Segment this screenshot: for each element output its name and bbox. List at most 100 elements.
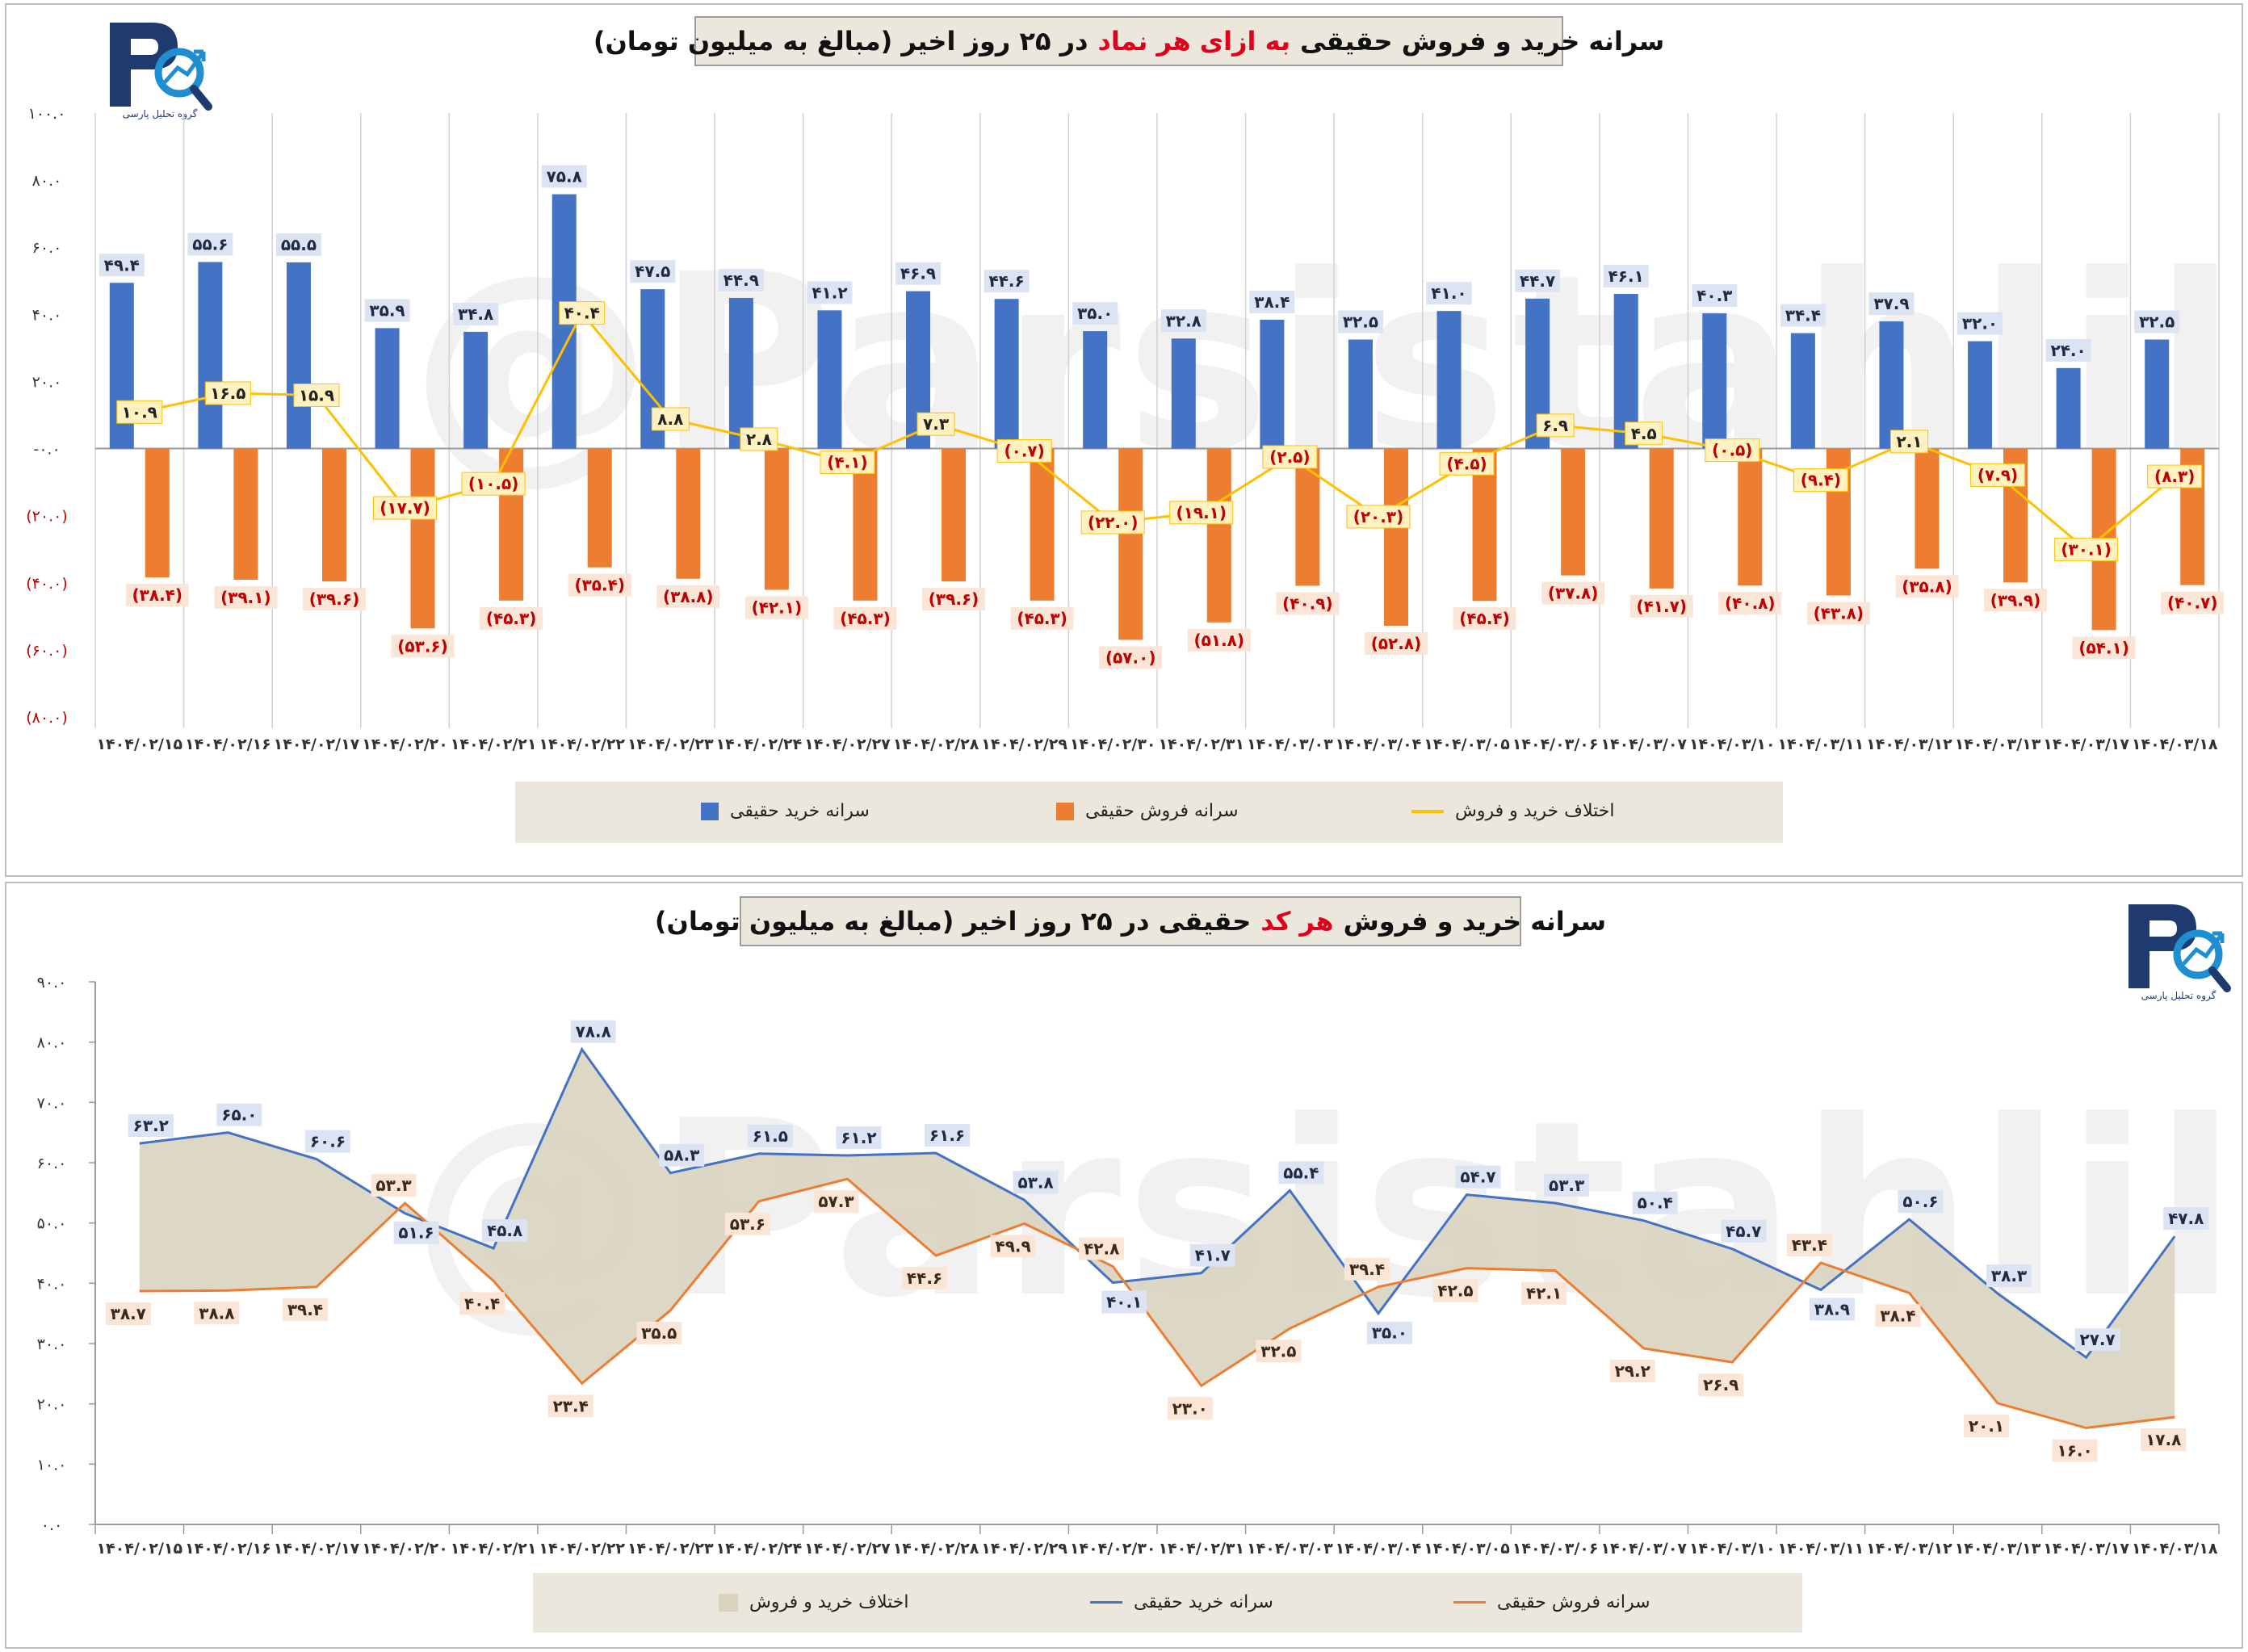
sell-data-label: (۳۸.۴) xyxy=(125,584,189,607)
svg-text:۴۴.۹: ۴۴.۹ xyxy=(723,270,759,290)
sell-data-label: (۳۷.۸) xyxy=(1541,581,1605,605)
buy-data-label: ۴۰.۳ xyxy=(1692,284,1738,308)
x-tick-label: ۱۴۰۴/۰۲/۱۶ xyxy=(185,1540,271,1558)
logo: گروه تحلیل پارسی xyxy=(103,16,216,121)
svg-text:(۳۹.۶): (۳۹.۶) xyxy=(929,589,979,609)
buy-bar xyxy=(375,328,400,449)
buy-data-label: ۵۰.۴ xyxy=(1632,1191,1678,1214)
svg-text:۲۳.۰: ۲۳.۰ xyxy=(1172,1398,1208,1418)
svg-text:۲۹.۲: ۲۹.۲ xyxy=(1615,1361,1650,1381)
x-tick-label: ۱۴۰۴/۰۲/۱۶ xyxy=(185,736,271,753)
y-tick-label: ۷۰.۰ xyxy=(37,1094,67,1112)
sell-data-label: ۳۸.۸ xyxy=(194,1302,240,1325)
svg-text:۶۵.۰: ۶۵.۰ xyxy=(221,1105,257,1125)
sell-bar xyxy=(145,448,170,578)
svg-text:(۳۸.۴): (۳۸.۴) xyxy=(132,585,183,605)
svg-text:۴۶.۱: ۴۶.۱ xyxy=(1608,266,1644,286)
svg-text:(۴۵.۳): (۴۵.۳) xyxy=(486,609,537,628)
buy-data-label: ۳۲.۸ xyxy=(1160,309,1206,333)
svg-text:۵۵.۴: ۵۵.۴ xyxy=(1283,1163,1319,1182)
buy-data-label: ۵۵.۴ xyxy=(1278,1161,1324,1184)
top-legend: سرانه خرید حقیقی سرانه فروش حقیقی اختلاف… xyxy=(515,782,1783,843)
legend-sell: سرانه فروش حقیقی xyxy=(1056,801,1239,821)
svg-text:۴۶.۹: ۴۶.۹ xyxy=(900,264,936,283)
x-tick-label: ۱۴۰۴/۰۳/۰۴ xyxy=(1336,736,1422,753)
svg-text:(۵۳.۶): (۵۳.۶) xyxy=(397,636,448,656)
svg-text:(۴۰.۷): (۴۰.۷) xyxy=(2167,593,2218,613)
sell-data-label: (۴۵.۳) xyxy=(833,606,897,630)
sell-data-label: ۳۹.۴ xyxy=(282,1298,328,1321)
sell-data-label: (۵۴.۱) xyxy=(2072,636,2136,660)
x-tick-label: ۱۴۰۴/۰۳/۰۴ xyxy=(1336,1540,1422,1558)
diff-data-label: ۴.۵ xyxy=(1625,421,1663,446)
svg-text:۱۷.۸: ۱۷.۸ xyxy=(2145,1430,2181,1449)
diff-data-label: (۷.۹) xyxy=(1970,463,2026,487)
svg-text:(۴.۱): (۴.۱) xyxy=(827,453,867,472)
x-tick-label: ۱۴۰۴/۰۳/۱۸ xyxy=(2132,1540,2218,1558)
buy-data-label: ۴۱.۰ xyxy=(1426,282,1472,305)
buy-bar xyxy=(994,299,1019,449)
y-tick-label: ۱۰.۰ xyxy=(37,1456,67,1474)
y-tick-label: ۴۰.۰ xyxy=(32,306,62,324)
bottom-legend: اختلاف خرید و فروش سرانه خرید حقیقی سران… xyxy=(533,1573,1802,1633)
svg-text:۳۸.۷: ۳۸.۷ xyxy=(111,1304,146,1323)
sell-data-label: ۳۸.۷ xyxy=(105,1302,151,1326)
sell-data-label: (۳۹.۹) xyxy=(1984,589,2048,612)
svg-text:(۳۷.۸): (۳۷.۸) xyxy=(1548,584,1599,603)
buy-data-label: ۴۰.۱ xyxy=(1101,1290,1147,1314)
legend-buy-label: سرانه خرید حقیقی xyxy=(1134,1592,1273,1612)
buy-data-label: ۲۷.۷ xyxy=(2074,1328,2120,1352)
svg-text:۵۱.۶: ۵۱.۶ xyxy=(398,1223,434,1243)
y-tick-label: -۰.۰ xyxy=(33,441,60,459)
sell-bar xyxy=(1738,448,1763,586)
logo-caption: گروه تحلیل پارسی xyxy=(2141,990,2217,1001)
sell-data-label: ۱۶.۰ xyxy=(2052,1439,2098,1462)
svg-text:(۴۳.۸): (۴۳.۸) xyxy=(1814,604,1864,623)
buy-data-label: ۳۲.۵ xyxy=(2134,310,2180,333)
svg-text:۴.۵: ۴.۵ xyxy=(1631,424,1657,443)
sell-data-label: (۴۲.۱) xyxy=(744,596,808,619)
x-tick-label: ۱۴۰۴/۰۳/۰۷ xyxy=(1600,736,1687,753)
buy-data-label: ۵۵.۵ xyxy=(275,233,321,256)
sell-data-label: (۵۳.۶) xyxy=(391,635,455,658)
sell-data-label: ۴۹.۹ xyxy=(990,1235,1036,1258)
svg-text:۴۴.۶: ۴۴.۶ xyxy=(907,1268,942,1288)
buy-bar xyxy=(198,262,223,449)
svg-text:۳۵.۰: ۳۵.۰ xyxy=(1077,304,1113,323)
svg-text:۴۴.۷: ۴۴.۷ xyxy=(1520,271,1555,291)
legend-buy-swatch xyxy=(1090,1601,1122,1604)
svg-text:(۳۹.۶): (۳۹.۶) xyxy=(309,589,360,609)
svg-text:۲۶.۹: ۲۶.۹ xyxy=(1703,1375,1738,1394)
svg-text:(۲.۵): (۲.۵) xyxy=(1269,447,1310,467)
svg-text:۳۵.۹: ۳۵.۹ xyxy=(369,300,405,320)
buy-data-label: ۳۸.۳ xyxy=(1986,1264,2032,1288)
y-tick-label: ۶۰.۰ xyxy=(32,239,62,257)
x-tick-label: ۱۴۰۴/۰۲/۳۰ xyxy=(1070,1540,1156,1558)
svg-text:۶۱.۲: ۶۱.۲ xyxy=(841,1128,876,1147)
diff-data-label: ۱۶.۵ xyxy=(204,381,251,405)
legend-sell: سرانه فروش حقیقی xyxy=(1453,1592,1650,1612)
x-tick-label: ۱۴۰۴/۰۲/۲۷ xyxy=(804,736,891,753)
svg-text:(۰.۷): (۰.۷) xyxy=(1004,441,1044,460)
svg-text:۵۵.۵: ۵۵.۵ xyxy=(281,235,317,254)
buy-data-label: ۵۳.۸ xyxy=(1013,1171,1059,1194)
buy-data-label: ۴۴.۹ xyxy=(718,268,764,291)
x-tick-label: ۱۴۰۴/۰۲/۲۹ xyxy=(981,1540,1067,1558)
x-tick-label: ۱۴۰۴/۰۲/۳۱ xyxy=(1158,1540,1244,1558)
x-tick-label: ۱۴۰۴/۰۲/۲۸ xyxy=(893,1540,979,1558)
y-tick-label: ۰.۰ xyxy=(41,1516,62,1534)
svg-text:۲۳.۴: ۲۳.۴ xyxy=(553,1396,589,1415)
svg-text:(۵۱.۸): (۵۱.۸) xyxy=(1194,631,1245,650)
buy-line xyxy=(139,1046,2176,1360)
legend-buy-swatch xyxy=(701,802,719,820)
sell-bar xyxy=(942,448,967,582)
svg-text:۴۰.۴: ۴۰.۴ xyxy=(564,304,600,323)
svg-text:۳۷.۹: ۳۷.۹ xyxy=(1873,294,1909,313)
diff-data-label: (۲۰.۳) xyxy=(1346,505,1411,529)
svg-text:(۴.۵): (۴.۵) xyxy=(1446,454,1487,473)
buy-data-label: ۴۶.۱ xyxy=(1603,264,1649,287)
buy-data-label: ۴۱.۷ xyxy=(1189,1243,1235,1267)
sell-data-label: (۳۹.۱) xyxy=(214,586,278,610)
svg-text:(۲۰.۳): (۲۰.۳) xyxy=(1353,507,1404,526)
diff-data-label: ۱۵.۹ xyxy=(293,383,340,407)
